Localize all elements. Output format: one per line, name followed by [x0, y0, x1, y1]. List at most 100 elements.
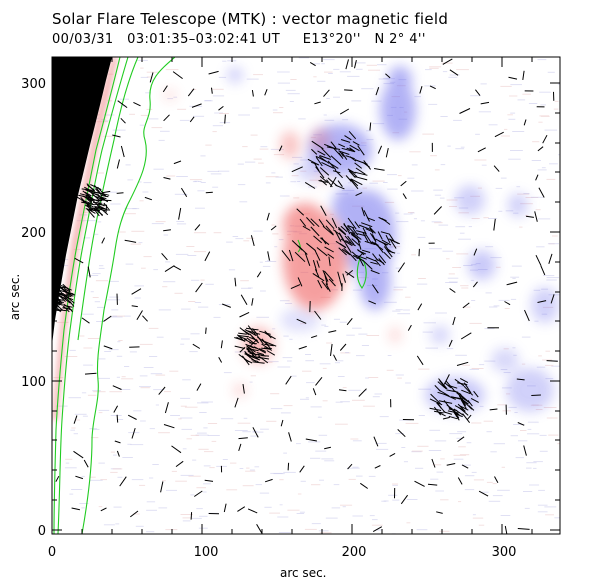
field-vector — [345, 155, 355, 160]
field-vector — [374, 465, 381, 469]
field-vector — [347, 235, 355, 245]
field-vector — [325, 283, 331, 292]
field-vector — [266, 350, 276, 356]
field-vector — [86, 198, 93, 205]
field-vector — [462, 413, 470, 424]
field-vector — [349, 144, 360, 152]
field-vector — [234, 397, 239, 408]
x-axis-label: arc sec. — [280, 566, 327, 580]
field-vector — [355, 167, 366, 175]
field-vector — [374, 259, 381, 267]
field-vector — [339, 343, 347, 351]
field-vector — [163, 114, 170, 122]
field-vector — [131, 305, 138, 308]
field-vector — [349, 178, 359, 190]
field-vector — [325, 225, 334, 235]
field-vector — [540, 265, 546, 276]
field-vector — [281, 250, 291, 262]
field-vector — [204, 251, 211, 262]
field-vector — [350, 178, 363, 186]
field-vector — [460, 405, 469, 411]
field-vector — [218, 357, 223, 363]
field-vector — [66, 293, 74, 297]
field-vector — [79, 193, 90, 197]
field-vector — [261, 355, 270, 357]
field-vector — [320, 205, 327, 217]
field-vector — [162, 85, 168, 93]
field-vector — [73, 450, 84, 459]
field-vector — [175, 460, 184, 468]
field-vector — [319, 155, 331, 160]
field-vector — [294, 251, 306, 263]
field-vector — [344, 135, 352, 141]
field-vector — [211, 87, 213, 94]
field-vector — [261, 347, 271, 350]
field-vector — [386, 248, 394, 254]
field-vector — [442, 58, 453, 65]
field-vector — [296, 208, 305, 216]
field-vector — [414, 480, 425, 487]
field-vector — [310, 218, 320, 228]
field-vector — [347, 168, 356, 174]
field-vector — [309, 61, 316, 67]
field-vector — [321, 161, 334, 169]
x-tick-label: 300 — [492, 545, 517, 560]
field-vector — [508, 76, 518, 80]
field-vector — [389, 452, 396, 457]
field-vector — [523, 119, 527, 126]
field-vector — [493, 218, 496, 231]
field-vector — [385, 73, 391, 79]
field-vector — [452, 389, 462, 396]
field-vector — [252, 427, 259, 438]
field-vector — [224, 114, 226, 124]
field-vector — [437, 381, 446, 389]
field-vector — [287, 462, 290, 471]
field-vector — [192, 343, 201, 349]
field-vector — [385, 234, 391, 244]
field-vector — [158, 386, 166, 395]
field-vector — [333, 354, 337, 361]
field-vector — [53, 284, 61, 291]
field-vector — [343, 222, 351, 235]
field-vector — [205, 191, 213, 194]
field-vector — [468, 405, 475, 411]
field-vector — [340, 225, 348, 233]
field-vector — [87, 184, 95, 191]
field-vector — [453, 411, 460, 421]
field-vector — [383, 246, 393, 258]
field-vector — [319, 175, 329, 184]
field-vector — [280, 419, 284, 427]
field-vector — [400, 180, 407, 187]
field-vector — [344, 271, 355, 279]
field-vector — [489, 408, 498, 411]
field-vector — [63, 287, 71, 293]
field-vector — [494, 131, 504, 138]
field-vector — [256, 352, 265, 356]
field-vector — [348, 169, 358, 178]
field-vector — [331, 217, 338, 229]
field-vector — [417, 303, 423, 311]
field-vector — [431, 458, 436, 468]
field-vector — [66, 292, 76, 296]
field-vector — [450, 396, 464, 400]
field-vector — [298, 345, 307, 350]
field-vector — [240, 294, 248, 306]
field-vector — [443, 393, 456, 400]
field-vector — [194, 224, 201, 231]
field-vector — [246, 337, 256, 345]
field-vector — [438, 412, 446, 417]
field-vector — [120, 145, 125, 158]
field-vector — [362, 259, 373, 270]
field-vector — [103, 202, 111, 211]
field-vector — [86, 203, 95, 211]
field-vector — [535, 254, 542, 267]
field-vector — [94, 203, 106, 206]
field-vector — [347, 463, 353, 470]
field-vector — [171, 445, 182, 454]
field-vector — [75, 475, 84, 480]
field-vector — [102, 190, 111, 194]
field-vector — [375, 87, 380, 96]
field-vector — [88, 209, 96, 214]
field-vector — [338, 143, 346, 148]
field-vector — [442, 416, 450, 420]
